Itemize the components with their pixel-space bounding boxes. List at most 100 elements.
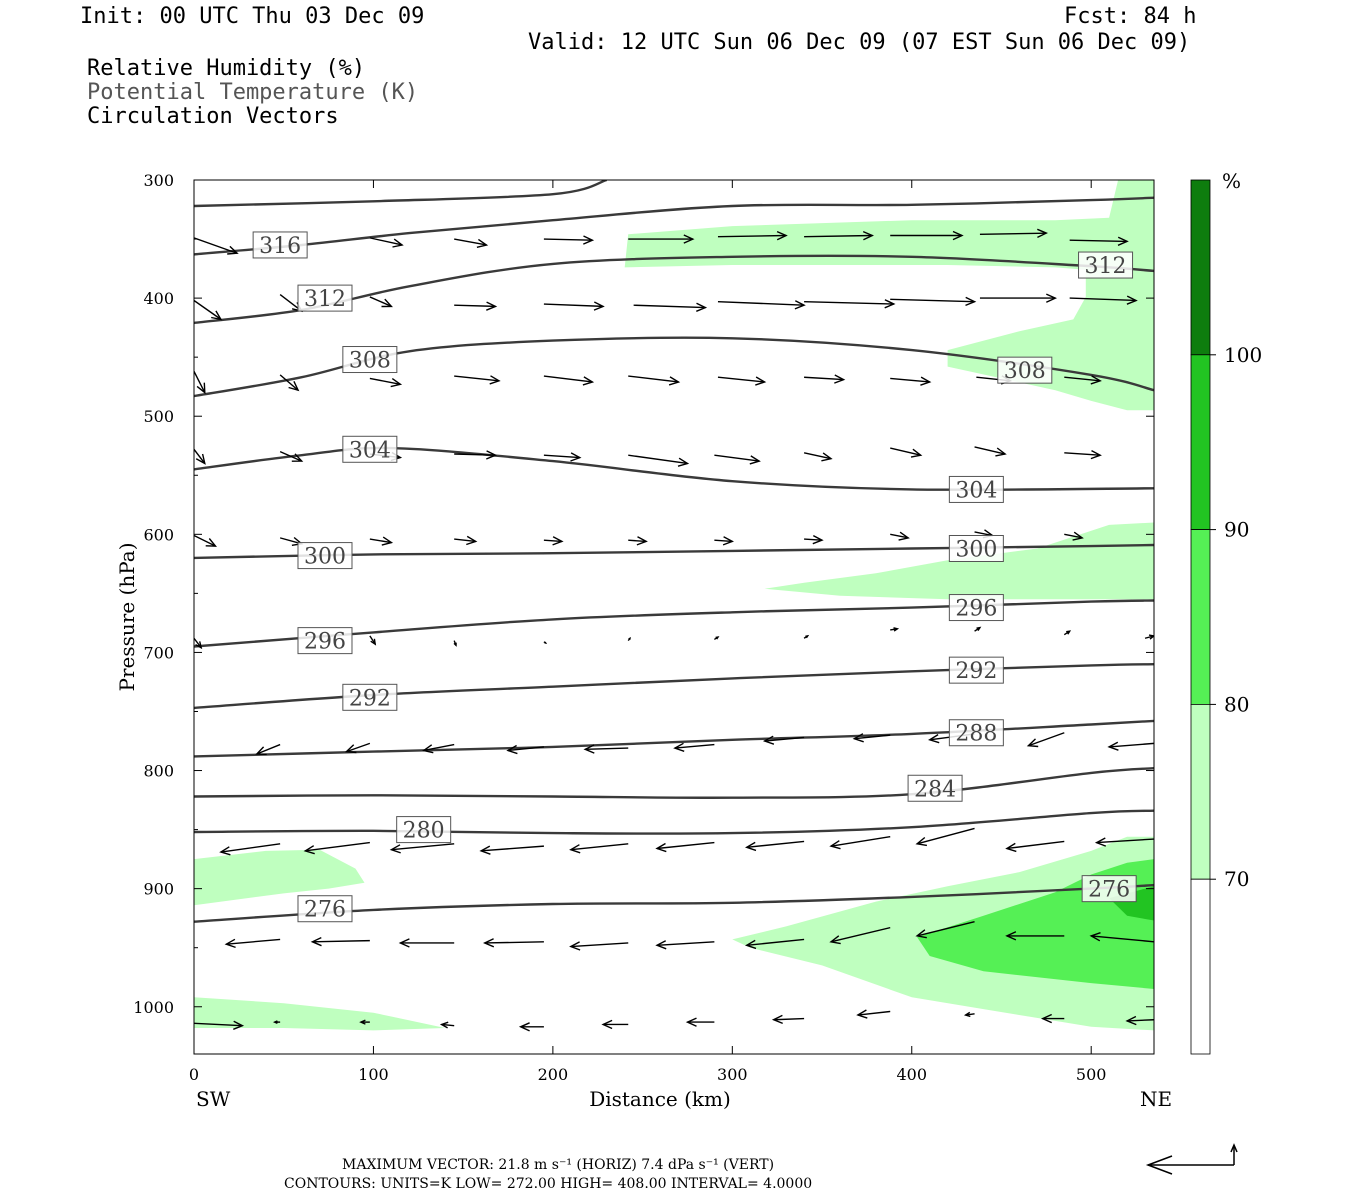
circulation-vector-1-8 [890, 296, 977, 307]
circulation-vector-5-4 [627, 637, 631, 642]
theta-label-box-276-1 [1081, 875, 1137, 903]
x-tick-label-400: 400 [896, 1065, 927, 1084]
circulation-vector-9-2 [359, 1019, 370, 1025]
circulation-vector-1-6 [717, 300, 806, 310]
theta-contour-280 [194, 809, 1154, 835]
rh-region-70-80-4 [194, 997, 446, 1031]
circulation-vector-7-8 [915, 827, 975, 847]
theta-label-box-316-0 [252, 231, 308, 259]
theta-contour-296 [194, 599, 1154, 648]
circulation-vector-9-8 [856, 1009, 891, 1019]
theta-label-box-296-0 [297, 627, 353, 655]
y-tick-label-700: 700 [143, 643, 174, 662]
circulation-vector-9-3 [439, 1021, 455, 1029]
circulation-vector-2-6 [717, 376, 767, 386]
theta-label-312-1: 312 [1085, 254, 1127, 279]
circulation-vector-6-4 [583, 744, 629, 754]
y-axis-label: Pressure (hPa) [115, 543, 139, 692]
theta-label-box-312-0 [297, 284, 353, 312]
circulation-vector-3-8 [890, 447, 923, 458]
x-tick-label-500: 500 [1076, 1065, 1107, 1084]
circulation-vector-2-4 [543, 375, 595, 386]
circulation-vector-8-6 [745, 938, 805, 950]
circulation-vector-7-2 [389, 843, 455, 854]
circulation-vector-8-10 [1089, 932, 1154, 943]
circulation-vector-9-4 [518, 1022, 544, 1032]
x-left-end-label: SW [196, 1087, 231, 1111]
colorbar-swatch-1 [1190, 354, 1211, 530]
theta-label-box-276-0 [297, 895, 353, 923]
circulation-vector-7-3 [479, 845, 544, 855]
circulation-vector-9-0 [194, 1020, 245, 1030]
circulation-vector-8-9 [1005, 931, 1065, 941]
theta-contour-304 [194, 446, 1154, 491]
legend-rh: Relative Humidity (%) [87, 56, 366, 81]
circulation-vector-7-1 [303, 841, 370, 855]
circulation-vector-0-4 [628, 234, 695, 244]
theta-label-box-288-0 [948, 719, 1004, 747]
circulation-vector-0-7 [890, 230, 964, 241]
circulation-vector-3-3 [454, 450, 498, 460]
circulation-vector-4-3 [454, 535, 478, 546]
circulation-vector-4-5 [628, 536, 648, 546]
max-vector-note: MAXIMUM VECTOR: 21.8 m s⁻¹ (HORIZ) 7.4 d… [342, 1157, 775, 1173]
x-tick-label-300: 300 [717, 1065, 748, 1084]
rh-region-70-80-2 [194, 849, 365, 906]
theta-label-312-0: 312 [304, 287, 346, 312]
circulation-vector-8-0 [224, 938, 281, 949]
theta-label-box-312-1 [1078, 251, 1134, 279]
circulation-vector-4-6 [714, 536, 734, 546]
theta-label-284-0: 284 [914, 777, 956, 802]
colorbar-swatch-3 [1190, 704, 1211, 880]
circulation-vector-5-2 [453, 640, 457, 647]
colorbar-swatch-2 [1190, 529, 1211, 705]
circulation-vector-1-0 [194, 299, 223, 321]
theta-label-box-296-1 [948, 594, 1004, 622]
circulation-vector-3-9 [974, 446, 1007, 457]
forecast-hour: Fcst: 84 h [1064, 4, 1197, 29]
circulation-vector-4-10 [1064, 531, 1084, 541]
reference-vector-icon [1145, 1143, 1238, 1175]
theta-contour-284 [194, 767, 1154, 799]
circulation-vector-7-6 [745, 840, 805, 852]
circulation-vector-9-9 [963, 1011, 975, 1018]
circulation-vector-5-8 [974, 626, 982, 632]
theta-label-box-304-0 [342, 435, 398, 463]
valid-time: Valid: 12 UTC Sun 06 Dec 09 (07 EST Sun … [528, 30, 1191, 55]
circulation-vector-6-2 [422, 743, 455, 754]
circulation-vector-3-5 [628, 454, 690, 467]
circulation-vector-0-6 [804, 230, 875, 241]
circulation-vector-8-4 [569, 941, 629, 951]
circulation-vector-8-3 [482, 938, 544, 948]
plot-frame [193, 179, 1155, 1055]
circulation-vector-6-3 [506, 744, 544, 755]
circulation-vector-3-0 [194, 448, 206, 465]
circulation-vector-0-3 [543, 235, 595, 245]
circulation-vector-0-1 [369, 237, 404, 248]
circulation-vector-0-0 [194, 237, 239, 255]
circulation-vector-3-6 [714, 454, 761, 465]
circulation-vector-9-1 [272, 1020, 281, 1024]
theta-label-316-0: 316 [259, 234, 301, 259]
circulation-vector-7-9 [1005, 840, 1065, 853]
circulation-vector-6-0 [255, 743, 281, 756]
theta-label-304-0: 304 [349, 438, 391, 463]
theta-label-280-0: 280 [403, 819, 445, 844]
colorbar-label-80: 80 [1224, 692, 1249, 716]
circulation-vector-6-1 [344, 742, 371, 754]
circulation-vector-6-6 [762, 735, 805, 745]
theta-label-288-0: 288 [955, 722, 997, 747]
theta-label-box-284-0 [907, 774, 963, 802]
init-time: Init: 00 UTC Thu 03 Dec 09 [80, 4, 425, 29]
circulation-vector-0-8 [979, 228, 1048, 239]
theta-label-296-1: 296 [955, 597, 997, 622]
circulation-vector-0-5 [717, 230, 788, 241]
y-tick-label-900: 900 [143, 880, 174, 899]
circulation-vector-7-10 [1094, 837, 1154, 847]
circulation-vector-5-1 [369, 635, 377, 646]
theta-contour-320 [194, 180, 608, 208]
theta-label-308-1: 308 [1004, 359, 1046, 384]
circulation-vector-2-7 [804, 374, 846, 384]
x-tick-label-100: 100 [358, 1065, 389, 1084]
